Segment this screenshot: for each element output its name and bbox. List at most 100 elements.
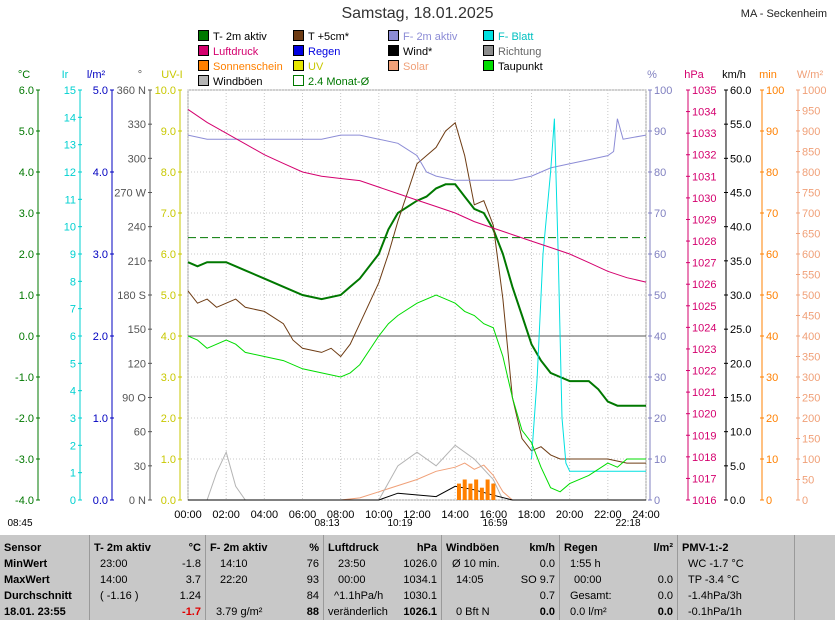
ir-axis-tick-label: 8 (70, 276, 76, 288)
sunmin-axis-tick-label: 0 (766, 495, 772, 507)
legend-swatch (388, 30, 399, 41)
uv-axis-tick-label: 7.0 (161, 208, 176, 220)
legend-item-f2m: F- 2m aktiv (388, 30, 457, 45)
legend-swatch (388, 45, 399, 56)
x-tick-label: 16:00 (480, 509, 508, 521)
ir-axis-tick-label: 3 (70, 413, 76, 425)
ir-axis-unit: Ir (62, 69, 69, 81)
press-min-value: 1026.0 (403, 558, 437, 570)
x-tick-label: 18:00 (518, 509, 546, 521)
press-axis-tick-label: 1028 (692, 236, 716, 248)
summary-table: Sensor MinWert MaxWert Durchschnitt 18.0… (0, 535, 835, 620)
series-line-t-5cm (187, 121, 646, 464)
temp-avg-note: ( -1.16 ) (100, 590, 139, 602)
legend-swatch (293, 75, 304, 86)
pmv-trend-3h: -1.4hPa/3h (688, 590, 742, 602)
press-unit: hPa (416, 542, 437, 554)
ir-axis-tick-label: 1 (70, 468, 76, 480)
legend-item-t2m: T- 2m aktiv (198, 30, 267, 45)
uv-axis-tick-label: 10.0 (155, 85, 176, 97)
press-tendency: veränderlich (328, 606, 388, 618)
panel-wind: Windböen km/h Ø 10 min. 0.0 14:05 SO 9.7 0.… (442, 535, 560, 620)
bar-sonnenschein (474, 479, 479, 500)
uv-axis-tick-label: 0.0 (161, 495, 176, 507)
legend-label: 2.4 Monat-Ø (308, 76, 370, 88)
uv-axis-tick-label: 9.0 (161, 126, 176, 138)
solar-axis-tick-label: 650 (802, 229, 820, 241)
sun-event-label: 08:45 (7, 518, 32, 529)
press-axis-tick-label: 1027 (692, 258, 716, 270)
sunmin-axis-tick-label: 60 (766, 249, 778, 261)
press-axis-tick-label: 1025 (692, 301, 716, 313)
legend-swatch (388, 60, 399, 71)
sunmin-axis-tick-label: 50 (766, 290, 778, 302)
dir-axis-tick-label: 270 W (114, 188, 146, 200)
ir-axis-tick-label: 11 (65, 194, 76, 206)
press-axis-tick-label: 1029 (692, 214, 716, 226)
solar-axis-tick-label: 1000 (802, 85, 826, 97)
hum-unit: % (309, 542, 319, 554)
solar-axis-tick-label: 850 (802, 147, 820, 159)
pmv-windchill: WC -1.7 °C (688, 558, 744, 570)
legend-label: T- 2m aktiv (213, 31, 267, 43)
temp-axis-tick-label: 6.0 (19, 85, 34, 97)
ir-axis-tick-label: 13 (64, 140, 76, 152)
x-tick-label: 20:00 (556, 509, 584, 521)
dir-axis-tick-label: 240 (128, 222, 146, 234)
wind-axis-tick-label: 15.0 (730, 393, 751, 405)
hum-axis-tick-label: 70 (654, 208, 666, 220)
solar-axis-tick-label: 550 (802, 270, 820, 282)
hum-header: F- 2m aktiv (210, 542, 268, 554)
press-axis-tick-label: 1021 (692, 387, 716, 399)
rain-max-time: 00:00 (574, 574, 602, 586)
dir-axis-tick-label: 360 N (117, 85, 146, 97)
solar-axis-tick-label: 200 (802, 413, 820, 425)
panel-temp: T- 2m aktiv °C 23:00 -1.8 14:00 3.7 ( -1.16… (90, 535, 206, 620)
ir-axis-tick-label: 12 (64, 167, 76, 179)
hum-min-time: 14:10 (220, 558, 248, 570)
bar-sonnenschein (468, 483, 473, 500)
ir-axis-tick-label: 4 (70, 386, 76, 398)
legend-swatch (198, 45, 209, 56)
uv-axis-tick-label: 3.0 (161, 372, 176, 384)
uv-axis-tick-label: 5.0 (161, 290, 176, 302)
legend-item-solar: Solar (388, 60, 429, 75)
wind-bft: 0 Bft N (456, 606, 490, 618)
legend-label: Windböen (213, 76, 263, 88)
bar-sonnenschein (491, 483, 496, 500)
temp-axis-tick-label: -1.0 (15, 372, 34, 384)
series-line-wind (188, 485, 646, 501)
legend-label: Sonnenschein (213, 61, 283, 73)
rain-current-value: 0.0 (657, 606, 673, 618)
x-tick-label: 06:00 (289, 509, 317, 521)
legend-swatch (293, 30, 304, 41)
temp-current-value: -1.7 (182, 606, 201, 618)
dir-axis-tick-label: 60 (134, 427, 146, 439)
hum-axis-tick-label: 0 (654, 495, 660, 507)
solar-axis-tick-label: 450 (802, 311, 820, 323)
hum-axis-tick-label: 90 (654, 126, 666, 138)
solar-axis-tick-label: 750 (802, 188, 820, 200)
x-tick-label: 02:00 (212, 509, 240, 521)
hum-min-value: 76 (306, 558, 319, 570)
dir-axis-tick-label: 180 S (117, 290, 146, 302)
x-tick-label: 14:00 (441, 509, 469, 521)
sunmin-axis-tick-label: 20 (766, 413, 778, 425)
x-tick-label: 22:00 (594, 509, 622, 521)
ir-axis-tick-label: 6 (70, 331, 76, 343)
press-axis-unit: hPa (684, 69, 704, 81)
rain-axis-tick-label: 5.0 (93, 85, 108, 97)
legend-item-sonnenschein: Sonnenschein (198, 60, 283, 75)
rain-header: Regen (564, 542, 598, 554)
rain-amount: 0.0 l/m² (570, 606, 607, 618)
pmv-dewpoint: TP -3.4 °C (688, 574, 740, 586)
x-tick-label: 12:00 (403, 509, 431, 521)
wind-axis-tick-label: 35.0 (730, 256, 751, 268)
hum-axis-tick-label: 50 (654, 290, 666, 302)
wind-axis-tick-label: 10.0 (730, 427, 751, 439)
solar-axis-tick-label: 300 (802, 372, 820, 384)
hum-axis-tick-label: 20 (654, 413, 666, 425)
sun-event-label: 10:19 (387, 518, 412, 529)
rain-axis-unit: l/m² (87, 69, 106, 81)
dir-axis-tick-label: 90 O (122, 393, 146, 405)
